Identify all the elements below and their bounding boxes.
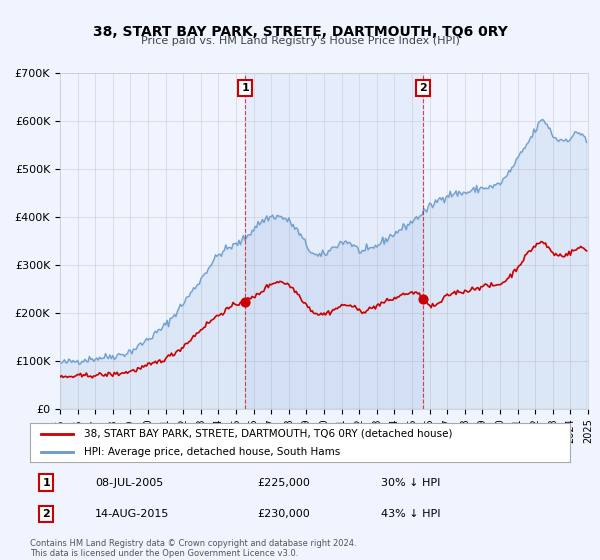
- Text: This data is licensed under the Open Government Licence v3.0.: This data is licensed under the Open Gov…: [30, 549, 298, 558]
- Text: 38, START BAY PARK, STRETE, DARTMOUTH, TQ6 0RY (detached house): 38, START BAY PARK, STRETE, DARTMOUTH, T…: [84, 429, 452, 439]
- Text: 1: 1: [241, 83, 249, 93]
- Text: Price paid vs. HM Land Registry's House Price Index (HPI): Price paid vs. HM Land Registry's House …: [140, 36, 460, 46]
- Text: 08-JUL-2005: 08-JUL-2005: [95, 478, 163, 488]
- Text: 38, START BAY PARK, STRETE, DARTMOUTH, TQ6 0RY: 38, START BAY PARK, STRETE, DARTMOUTH, T…: [92, 25, 508, 39]
- Text: 14-AUG-2015: 14-AUG-2015: [95, 509, 169, 519]
- Text: Contains HM Land Registry data © Crown copyright and database right 2024.: Contains HM Land Registry data © Crown c…: [30, 539, 356, 548]
- Text: 30% ↓ HPI: 30% ↓ HPI: [381, 478, 440, 488]
- Text: HPI: Average price, detached house, South Hams: HPI: Average price, detached house, Sout…: [84, 447, 340, 457]
- Point: [241, 297, 250, 306]
- Text: £225,000: £225,000: [257, 478, 310, 488]
- Text: 43% ↓ HPI: 43% ↓ HPI: [381, 509, 440, 519]
- Text: 2: 2: [419, 83, 427, 93]
- Text: 1: 1: [43, 478, 50, 488]
- Bar: [245, 73, 423, 409]
- Text: 2: 2: [43, 509, 50, 519]
- Point: [418, 295, 428, 304]
- Text: £230,000: £230,000: [257, 509, 310, 519]
